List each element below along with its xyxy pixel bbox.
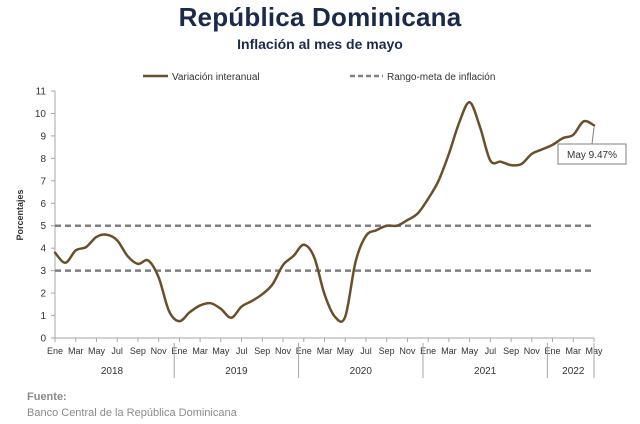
- x-tick-label: Mar: [566, 346, 582, 356]
- x-tick-label: Jul: [360, 346, 372, 356]
- x-tick-label: Sep: [254, 346, 270, 356]
- y-tick-label: 5: [40, 221, 46, 232]
- x-tick-label: Jul: [236, 346, 248, 356]
- x-tick-label: May: [337, 346, 355, 356]
- x-tick-label: Ene: [296, 346, 312, 356]
- y-tick-label: 8: [40, 154, 46, 165]
- x-tick-label: Sep: [503, 346, 519, 356]
- x-tick-label: Mar: [192, 346, 208, 356]
- year-label: 2018: [101, 366, 124, 377]
- year-label: 2022: [562, 366, 585, 377]
- x-tick-label: Ene: [420, 346, 436, 356]
- y-axis-label: Porcentajes: [15, 189, 25, 240]
- x-tick-label: May: [212, 346, 230, 356]
- x-tick-label: Jul: [485, 346, 497, 356]
- series-line-group: [53, 100, 596, 323]
- x-tick-label: Ene: [545, 346, 561, 356]
- chart-subtitle: Inflación al mes de mayo: [237, 36, 403, 52]
- x-tick-label: Ene: [171, 346, 187, 356]
- legend-label-variacion: Variación interanual: [172, 72, 260, 83]
- x-tick-label: Nov: [524, 346, 541, 356]
- y-tick-label: 9: [40, 131, 46, 142]
- x-tick-label: Sep: [130, 346, 146, 356]
- x-tick-label: Mar: [441, 346, 457, 356]
- annotation-leader: [591, 127, 595, 145]
- series-line-variacion: [53, 100, 596, 323]
- x-tick-label: May: [461, 346, 479, 356]
- year-label: 2019: [225, 366, 248, 377]
- x-tick-label: Sep: [379, 346, 395, 356]
- x-tick-label: May: [88, 346, 106, 356]
- y-tick-label: 10: [35, 109, 47, 120]
- y-tick-label: 11: [36, 87, 47, 98]
- year-label: 2020: [350, 366, 373, 377]
- x-tick-label: Ene: [47, 346, 63, 356]
- chart-title: República Dominicana: [178, 2, 462, 32]
- x-tick-label: Nov: [399, 346, 416, 356]
- y-tick-label: 3: [40, 266, 46, 277]
- y-tick-label: 1: [40, 311, 46, 322]
- y-tick-label: 2: [40, 289, 46, 300]
- x-tick-label: Jul: [111, 346, 123, 356]
- y-tick-label: 6: [40, 199, 46, 210]
- y-tick-label: 4: [40, 244, 46, 255]
- annotation-label: May 9.47%: [567, 150, 617, 161]
- legend: Variación interanual Rango-meta de infla…: [143, 72, 495, 83]
- last-value-annotation: May 9.47%: [557, 127, 627, 165]
- y-tick-label: 0: [40, 334, 46, 345]
- x-tick-label: Mar: [317, 346, 333, 356]
- y-tick-label: 7: [40, 176, 46, 187]
- x-tick-label: Mar: [68, 346, 84, 356]
- year-label: 2021: [474, 366, 497, 377]
- legend-label-rango-meta: Rango-meta de inflación: [387, 72, 495, 83]
- source-label: Fuente:: [27, 391, 67, 403]
- source-text: Banco Central de la República Dominicana: [27, 407, 237, 419]
- annotation-box: [557, 143, 627, 165]
- x-tick-label: Nov: [151, 346, 168, 356]
- x-tick-label: Nov: [275, 346, 292, 356]
